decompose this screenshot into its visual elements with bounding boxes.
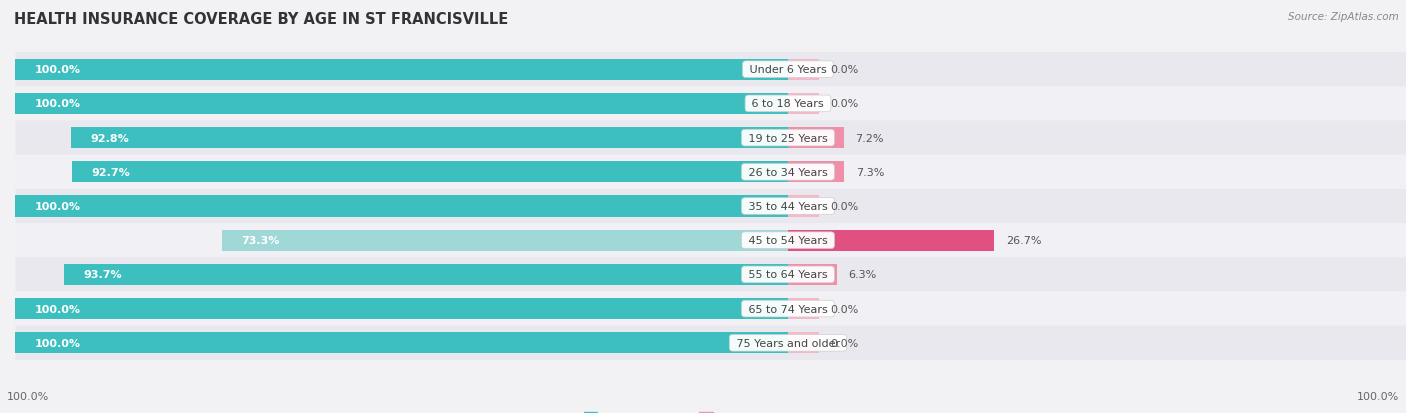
Bar (15, 94, 787, 115)
Text: Source: ZipAtlas.com: Source: ZipAtlas.com (1288, 12, 1399, 22)
Text: 65 to 74 Years: 65 to 74 Years (745, 304, 831, 314)
FancyBboxPatch shape (15, 190, 1406, 223)
Bar (787, 230, 994, 251)
Text: 0.0%: 0.0% (831, 304, 859, 314)
FancyBboxPatch shape (15, 223, 1406, 258)
Bar (15, 332, 787, 354)
Bar (15, 196, 787, 217)
Text: 26 to 34 Years: 26 to 34 Years (745, 167, 831, 177)
Text: 6 to 18 Years: 6 to 18 Years (748, 99, 828, 109)
Bar (72, 162, 787, 183)
Text: 0.0%: 0.0% (831, 65, 859, 75)
Text: 0.0%: 0.0% (831, 202, 859, 211)
Bar (787, 162, 845, 183)
Text: 100.0%: 100.0% (7, 391, 49, 401)
FancyBboxPatch shape (15, 121, 1406, 155)
FancyBboxPatch shape (15, 292, 1406, 326)
Text: 0.0%: 0.0% (831, 99, 859, 109)
Text: HEALTH INSURANCE COVERAGE BY AGE IN ST FRANCISVILLE: HEALTH INSURANCE COVERAGE BY AGE IN ST F… (14, 12, 509, 27)
Bar (787, 128, 844, 149)
Text: 100.0%: 100.0% (35, 338, 80, 348)
Bar (787, 298, 818, 319)
Bar (787, 196, 818, 217)
Bar (787, 332, 818, 354)
Text: Under 6 Years: Under 6 Years (745, 65, 830, 75)
FancyBboxPatch shape (15, 258, 1406, 292)
Bar (15, 59, 787, 81)
Text: 100.0%: 100.0% (35, 65, 80, 75)
FancyBboxPatch shape (15, 53, 1406, 87)
Bar (787, 264, 837, 285)
Text: 6.3%: 6.3% (848, 270, 876, 280)
Bar (72, 128, 787, 149)
Bar (222, 230, 787, 251)
Text: 55 to 64 Years: 55 to 64 Years (745, 270, 831, 280)
Bar (787, 94, 818, 115)
Text: 92.7%: 92.7% (91, 167, 129, 177)
Text: 45 to 54 Years: 45 to 54 Years (745, 236, 831, 246)
FancyBboxPatch shape (15, 87, 1406, 121)
Bar (65, 264, 787, 285)
Text: 7.2%: 7.2% (855, 133, 884, 143)
Text: 100.0%: 100.0% (35, 202, 80, 211)
Text: 7.3%: 7.3% (856, 167, 884, 177)
Text: 35 to 44 Years: 35 to 44 Years (745, 202, 831, 211)
Text: 92.8%: 92.8% (90, 133, 129, 143)
Text: 100.0%: 100.0% (35, 304, 80, 314)
Text: 100.0%: 100.0% (35, 99, 80, 109)
Text: 75 Years and older: 75 Years and older (733, 338, 844, 348)
Text: 73.3%: 73.3% (240, 236, 280, 246)
Text: 93.7%: 93.7% (83, 270, 122, 280)
Text: 0.0%: 0.0% (831, 338, 859, 348)
FancyBboxPatch shape (15, 326, 1406, 360)
Text: 19 to 25 Years: 19 to 25 Years (745, 133, 831, 143)
Text: 100.0%: 100.0% (1357, 391, 1399, 401)
Bar (15, 298, 787, 319)
Bar (787, 59, 818, 81)
Text: 26.7%: 26.7% (1005, 236, 1042, 246)
Legend: With Coverage, Without Coverage: With Coverage, Without Coverage (579, 408, 827, 413)
FancyBboxPatch shape (15, 155, 1406, 190)
